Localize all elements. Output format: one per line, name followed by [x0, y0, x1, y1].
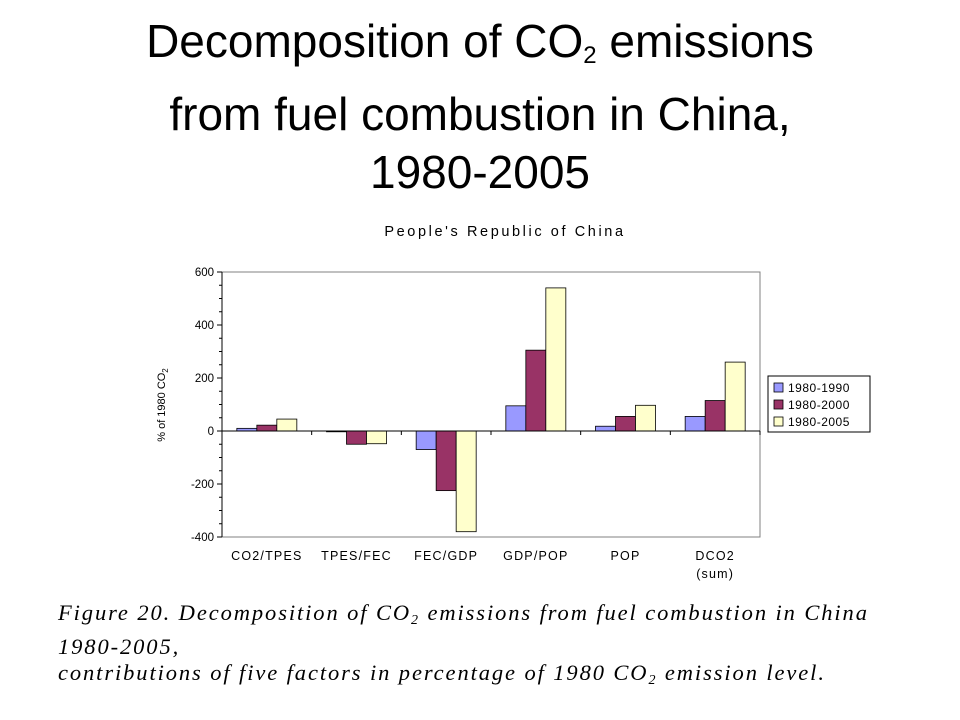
bar-1980-2000-GDP/POP [525, 349, 547, 432]
x-tick-label: GDP/POP [503, 549, 568, 563]
bar-1980-2000-POP [615, 416, 636, 432]
slide-title: Decomposition of CO2 emissions from fuel … [40, 12, 920, 201]
chart-title: People's Republic of China [384, 224, 625, 240]
y-tick-label: 200 [195, 373, 214, 385]
y-tick-label: 400 [195, 320, 214, 332]
bar-1980-2005-POP [635, 404, 656, 432]
bar-1980-2005-CO2/TPES [276, 418, 298, 432]
legend-label: 1980-1990 [788, 381, 850, 395]
y-tick-label: 600 [195, 267, 214, 279]
bar-1980-2005-TPES/FEC [366, 430, 387, 445]
bar-1980-2000-TPES/FEC [346, 430, 367, 445]
plot-area [221, 271, 761, 538]
caption-part4: emission level. [657, 660, 826, 685]
caption-subscript-1: 2 [411, 613, 420, 628]
figure-caption: Figure 20. Decomposition of CO2 emission… [58, 600, 918, 694]
legend-label: 1980-2000 [788, 398, 850, 412]
legend-box [767, 375, 871, 433]
y-axis-label: % of 1980 CO2 [156, 368, 170, 442]
x-tick-label: DCO2 [695, 549, 735, 563]
legend-swatch-1980-2005 [773, 416, 784, 427]
x-tick-label: TPES/FEC [321, 549, 392, 563]
x-tick-label: POP [611, 549, 641, 563]
bar-1980-1990-DCO2 [684, 416, 706, 432]
y-axis-label-text: % of 1980 CO [156, 372, 168, 442]
caption-subscript-2: 2 [648, 673, 658, 688]
slide-title-line2: from fuel combustion in China, [169, 88, 791, 140]
y-axis-label-subscript: 2 [161, 368, 170, 373]
bar-1980-2000-CO2/TPES [256, 424, 278, 432]
x-tick-label: FEC/GDP [414, 549, 478, 563]
bar-1980-2005-DCO2 [724, 361, 746, 432]
slide-title-subscript: 2 [583, 42, 597, 69]
slide-title-part2: emissions [596, 15, 814, 67]
slide-title-part1: Decomposition of CO [146, 15, 584, 67]
legend-swatch-1980-1990 [773, 382, 784, 393]
bar-1980-2000-DCO2 [704, 400, 726, 432]
bar-1980-2005-GDP/POP [545, 287, 567, 432]
bar-1980-2005-FEC/GDP [455, 430, 477, 533]
y-tick-label: -200 [191, 479, 214, 491]
legend-label: 1980-2005 [788, 415, 850, 429]
bar-1980-1990-GDP/POP [505, 405, 527, 432]
bar-1980-1990-FEC/GDP [415, 430, 437, 450]
caption-part2: emissions from fuel combustion in China … [58, 600, 869, 659]
y-tick-label: 0 [208, 426, 214, 438]
caption-part3: contributions of five factors in percent… [58, 660, 649, 685]
legend-swatch-1980-2000 [773, 399, 784, 410]
slide-title-line3: 1980-2005 [370, 146, 590, 198]
caption-part1: Figure 20. Decomposition of CO [58, 600, 412, 625]
bar-1980-1990-POP [595, 425, 616, 432]
y-tick-label: -400 [191, 532, 214, 544]
bar-chart: People's Republic of China 600 400 200 0 -200… [156, 224, 871, 581]
x-tick-label: CO2/TPES [231, 549, 302, 563]
x-tick-sublabel: (sum) [696, 567, 734, 581]
bar-1980-2000-FEC/GDP [435, 430, 457, 492]
